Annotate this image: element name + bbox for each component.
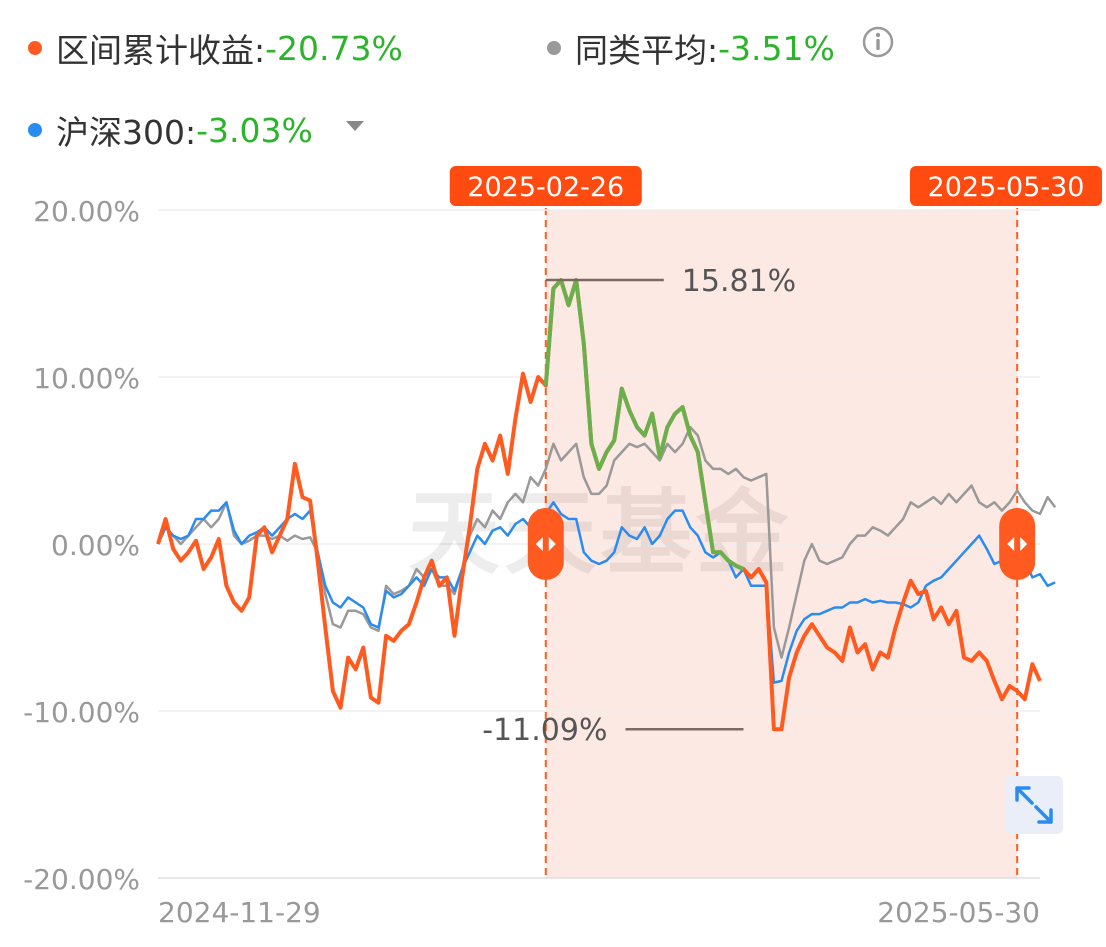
y-tick-label: 10.00% [33, 362, 140, 395]
peer-legend-dot [547, 41, 561, 55]
y-tick-label: -10.00% [23, 696, 140, 729]
expand-chart-button[interactable] [1005, 776, 1063, 834]
y-tick-label: -20.00% [23, 863, 140, 896]
grid-layer [158, 209, 1040, 879]
range-start-handle[interactable] [527, 508, 564, 580]
index-legend-dot [28, 123, 42, 137]
range-end-badge-text: 2025-05-30 [928, 172, 1085, 203]
y-tick-label: 20.00% [33, 195, 140, 228]
series-line-peer [156, 425, 1057, 659]
fund-legend-value: -20.73% [265, 28, 403, 68]
legend-index: 沪深300: -3.03% [28, 106, 313, 154]
x-axis-start-label: 2024-11-29 [158, 896, 321, 929]
watermark: 天天基金 [408, 479, 792, 587]
range-start-badge-text: 2025-02-26 [467, 172, 624, 203]
max-annotation-label: 15.81% [682, 264, 796, 299]
range-end-handle[interactable] [999, 508, 1036, 580]
dropdown-triangle-icon[interactable] [344, 119, 366, 133]
x-axis-end-label: 2025-05-30 [877, 896, 1040, 929]
fund-legend-label: 区间累计收益: [56, 31, 266, 70]
handle-layer [527, 508, 1036, 580]
legend-peer: 同类平均: -3.51% [547, 24, 835, 72]
index-legend-value: -3.03% [196, 110, 313, 150]
peer-legend-label: 同类平均: [575, 31, 719, 70]
min-annotation-label: -11.09% [482, 713, 607, 748]
axis-label-layer: 20.00% 10.00% 0.00% -10.00% -20.00% 2025-02-2… [23, 166, 1102, 929]
annotation-layer: 15.81% -11.09% [482, 264, 796, 748]
info-icon[interactable] [862, 26, 894, 58]
range-end-badge: 2025-05-30 [910, 166, 1102, 206]
range-start-handle-arrows [535, 537, 556, 551]
range-start-badge-bg [449, 166, 642, 206]
range-end-handle-body [999, 508, 1036, 580]
range-start-badge: 2025-02-26 [449, 166, 642, 206]
series-layer [156, 278, 1057, 732]
expand-icon [1015, 786, 1053, 824]
peer-legend-value: -3.51% [718, 28, 835, 68]
range-end-handle-arrows [1007, 537, 1028, 551]
series-line-index [156, 501, 1056, 684]
range-end-badge-bg [910, 166, 1102, 206]
legend-fund: 区间累计收益: -20.73% [28, 24, 403, 72]
range-start-handle-body [527, 508, 564, 580]
index-legend-label: 沪深300: [56, 113, 197, 152]
y-tick-label: 0.00% [51, 529, 140, 562]
fund-legend-dot [28, 41, 42, 55]
drawdown-highlight-line [543, 278, 745, 571]
